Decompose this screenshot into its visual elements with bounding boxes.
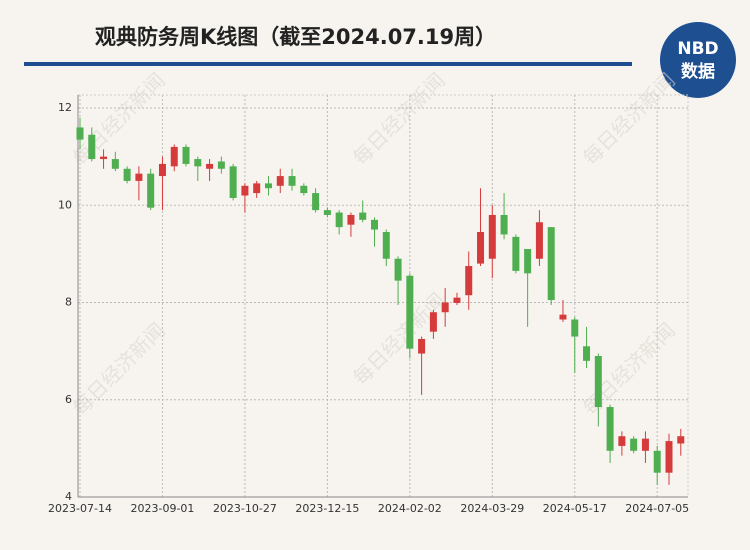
candle-body — [418, 338, 426, 354]
candle-body — [264, 183, 272, 189]
candle-body — [641, 438, 649, 451]
candle-body — [594, 355, 602, 408]
chart-title: 观典防务周K线图（截至2024.07.19周） — [95, 25, 496, 49]
candle-body — [100, 156, 108, 160]
candle-body — [194, 159, 202, 167]
logo-text: 数据 — [681, 61, 715, 82]
x-tick-label: 2023-09-01 — [130, 502, 194, 515]
candle-body — [535, 222, 543, 259]
candle-body — [347, 214, 355, 225]
x-tick-label: 2024-07-05 — [625, 502, 689, 515]
candle-body — [135, 173, 143, 181]
candle-body — [677, 436, 685, 444]
candle-body — [465, 266, 473, 296]
candle-body — [394, 258, 402, 281]
y-tick-label: 4 — [65, 490, 72, 503]
candle-body — [229, 166, 237, 198]
candle-body — [241, 185, 249, 196]
x-tick-label: 2024-02-02 — [378, 502, 442, 515]
candle-body — [429, 312, 437, 332]
candle-body — [253, 183, 261, 194]
candle-body — [123, 168, 131, 181]
candle-body — [111, 159, 119, 169]
candle-body — [559, 314, 567, 320]
candle-body — [653, 450, 661, 473]
candle-body — [512, 236, 520, 271]
candle-body — [147, 173, 155, 208]
title-rule — [24, 62, 632, 66]
x-tick-label: 2024-05-17 — [543, 502, 607, 515]
candle-body — [453, 297, 461, 303]
candle-body — [618, 436, 626, 446]
candle-body — [571, 319, 579, 337]
candle-body — [583, 346, 591, 361]
candle-body — [88, 134, 96, 160]
candle-body — [524, 249, 532, 274]
candle-body — [335, 212, 343, 228]
candle-body — [312, 193, 320, 211]
candle-body — [217, 161, 225, 169]
candle-body — [288, 176, 296, 186]
candle-body — [182, 146, 190, 164]
candle-body — [300, 185, 308, 194]
candle-body — [547, 227, 555, 301]
candle-body — [606, 407, 614, 451]
candle-body — [206, 163, 214, 169]
y-tick-label: 6 — [65, 393, 72, 406]
candle-body — [276, 176, 284, 186]
logo — [660, 22, 736, 98]
candle-body — [488, 214, 496, 259]
x-tick-label: 2023-12-15 — [295, 502, 359, 515]
candle-body — [158, 163, 166, 177]
candle-body — [500, 214, 508, 235]
candle-body — [665, 441, 673, 473]
candle-body — [170, 146, 178, 167]
logo-text: NBD — [677, 39, 718, 59]
candle-body — [441, 302, 449, 313]
candle-body — [371, 219, 378, 230]
candle-body — [382, 231, 390, 259]
x-tick-label: 2023-07-14 — [48, 502, 112, 515]
y-tick-label: 12 — [58, 101, 72, 114]
x-tick-label: 2024-03-29 — [460, 502, 524, 515]
x-tick-label: 2023-10-27 — [213, 502, 277, 515]
y-tick-label: 8 — [65, 296, 72, 309]
candle-body — [406, 275, 414, 349]
candle-body — [323, 210, 331, 215]
y-tick-label: 10 — [58, 198, 72, 211]
candle-body — [76, 127, 84, 140]
candle-body — [477, 231, 485, 264]
candle-body — [359, 212, 367, 220]
candle-body — [630, 438, 638, 451]
